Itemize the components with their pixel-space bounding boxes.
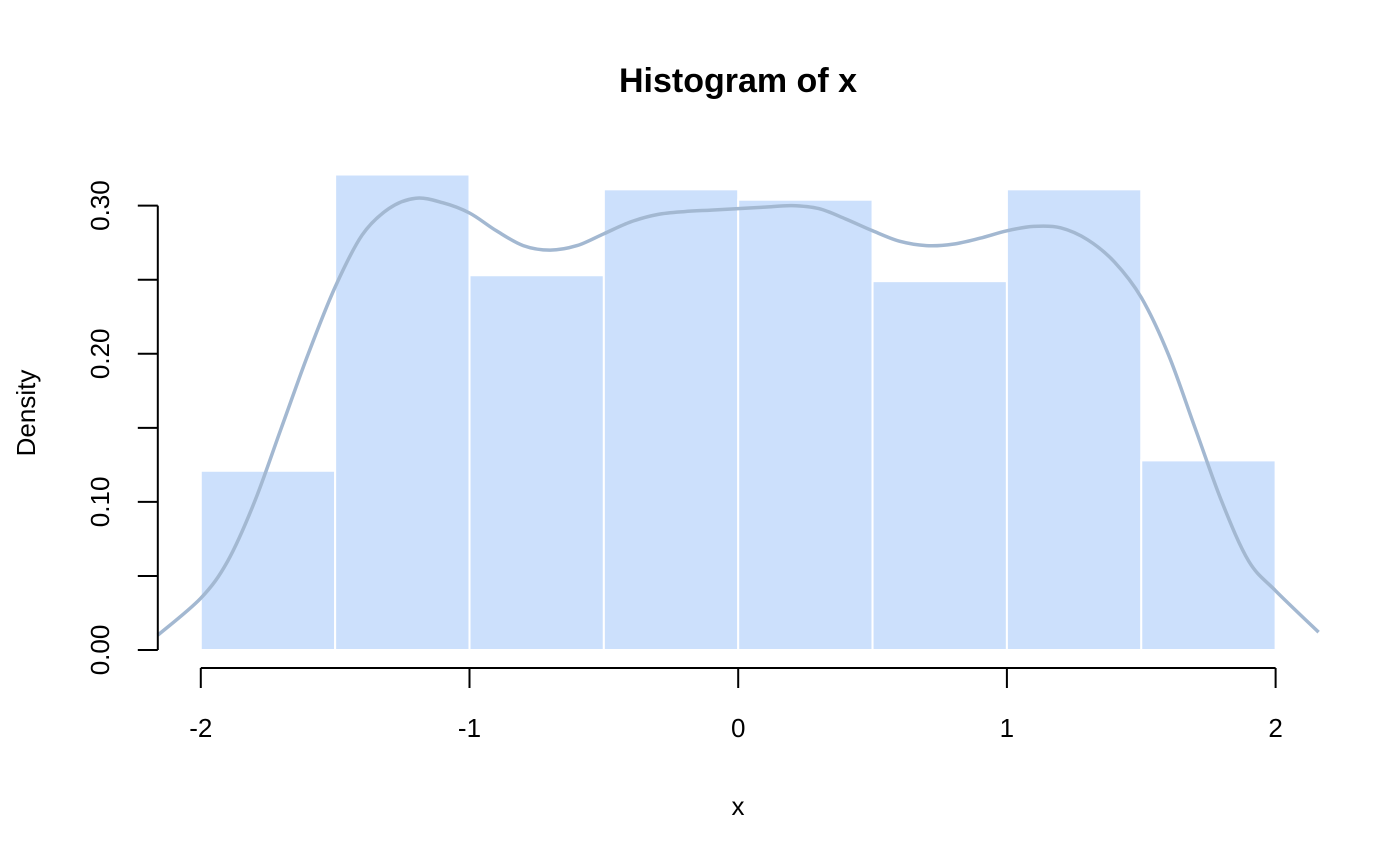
histogram-bar-4 <box>737 198 874 651</box>
y-axis: 0.00 0.10 0.20 0.30 <box>85 180 159 676</box>
y-tick-label-2: 0.10 <box>85 477 115 528</box>
x-tick-label-3: 1 <box>1000 713 1014 743</box>
histogram-bars <box>199 173 1277 652</box>
x-tick-label-2: 0 <box>731 713 745 743</box>
y-tick-label-0: 0.00 <box>85 625 115 676</box>
y-tick-label-4: 0.20 <box>85 328 115 379</box>
histogram-bar-6 <box>1005 188 1143 652</box>
x-tick-label-0: -2 <box>189 713 212 743</box>
x-axis-label: x <box>732 791 745 821</box>
x-tick-label-1: -1 <box>458 713 481 743</box>
chart-title: Histogram of x <box>619 62 857 100</box>
x-tick-label-4: 2 <box>1268 713 1282 743</box>
histogram-bar-3 <box>602 188 740 652</box>
histogram-bar-2 <box>468 274 605 651</box>
y-axis-label: Density <box>11 370 41 457</box>
histogram-bar-7 <box>1140 459 1277 651</box>
density-curve <box>156 196 1320 637</box>
histogram-bar-0 <box>199 469 337 651</box>
histogram-bar-1 <box>334 173 471 652</box>
histogram-bar-5 <box>871 280 1008 651</box>
y-tick-label-6: 0.30 <box>85 180 115 231</box>
x-axis: -2 -1 0 1 2 <box>189 667 1283 743</box>
